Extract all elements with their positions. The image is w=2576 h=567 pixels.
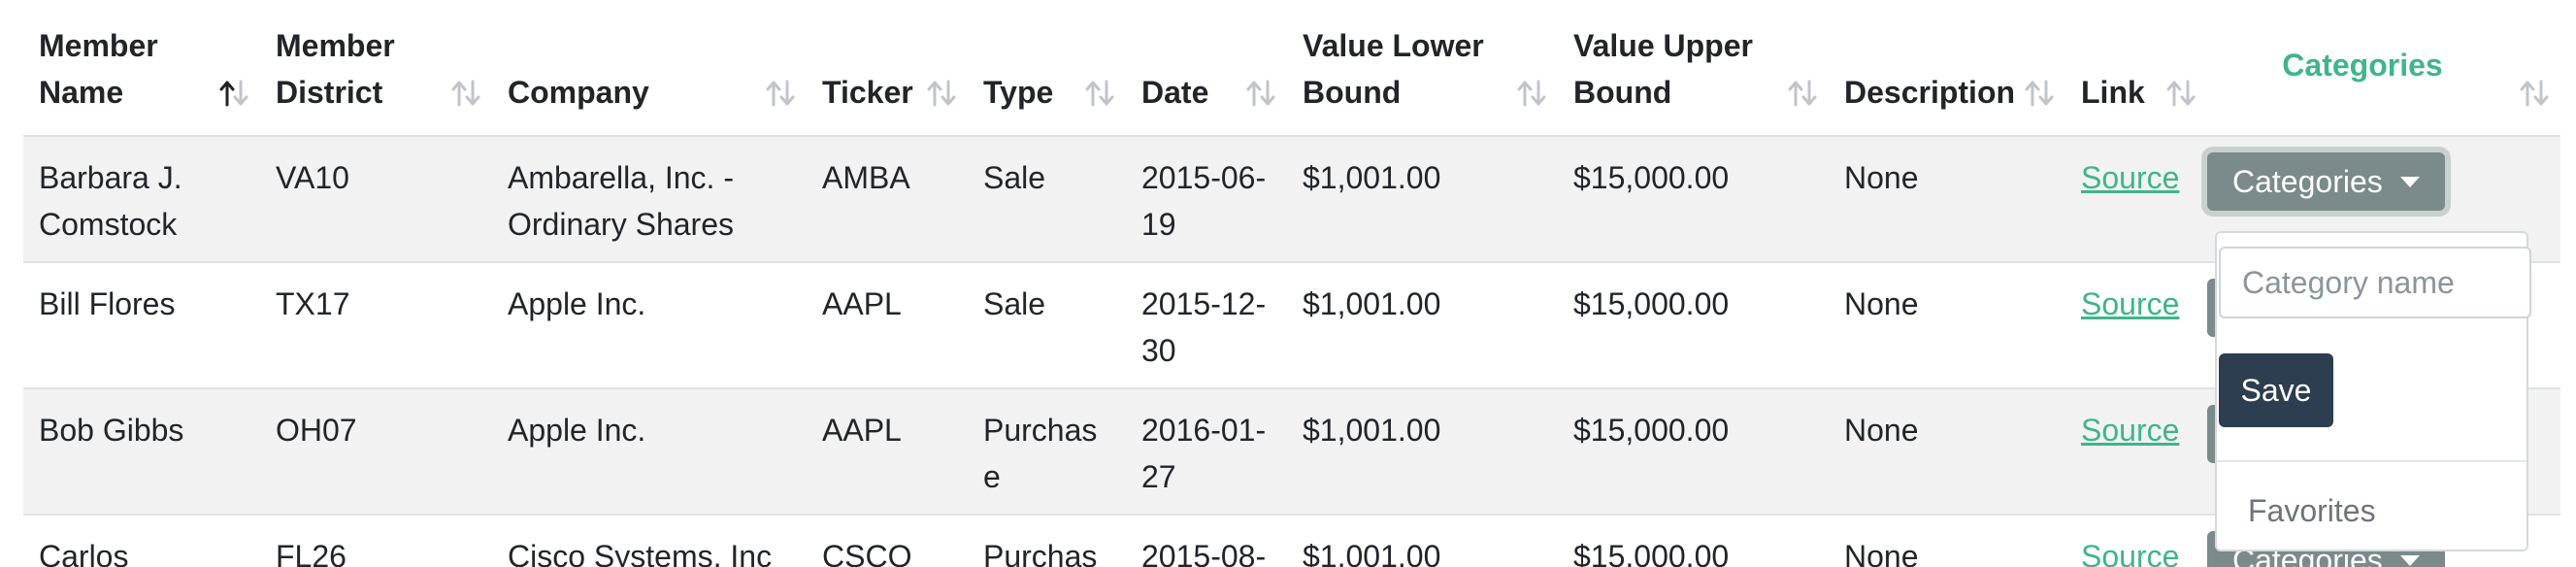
column-header-categories[interactable]: Categories: [2207, 0, 2560, 137]
save-category-button[interactable]: Save: [2219, 353, 2333, 427]
column-header-member-district[interactable]: Member District: [260, 0, 492, 137]
cell-ticker: CSCO: [807, 514, 968, 567]
sort-icon[interactable]: [449, 77, 482, 110]
column-header-label: Description: [1844, 75, 2016, 110]
cell-company: Apple Inc.: [492, 261, 807, 388]
cell-district: FL26: [260, 514, 492, 567]
column-header-label: Value Lower Bound: [1303, 28, 1484, 110]
cell-member-name: Barbara J. Comstock: [23, 135, 260, 262]
cell-upper-bound: $15,000.00: [1558, 514, 1829, 567]
cell-upper-bound: $15,000.00: [1558, 261, 1829, 388]
column-header-date[interactable]: Date: [1126, 0, 1287, 137]
caret-down-icon: [2399, 554, 2420, 566]
cell-link: Source: [2065, 514, 2207, 567]
cell-district: TX17: [260, 261, 492, 388]
sort-icon[interactable]: [1083, 77, 1116, 110]
categories-button-label: Categories: [2232, 164, 2383, 199]
table-row: Carlos Curbelo FL26 Cisco Systems, Inc C…: [23, 514, 2560, 567]
column-header-label: Link: [2081, 75, 2145, 110]
cell-ticker: AAPL: [807, 261, 968, 388]
caret-down-icon: [2399, 176, 2420, 187]
source-link[interactable]: Source: [2081, 413, 2180, 448]
category-name-input[interactable]: [2219, 247, 2531, 318]
column-header-label: Member Name: [39, 28, 158, 110]
cell-lower-bound: $1,001.00: [1287, 387, 1558, 515]
sort-icon[interactable]: [2164, 77, 2197, 110]
sort-icon[interactable]: [2518, 77, 2551, 110]
column-header-link[interactable]: Link: [2065, 0, 2207, 137]
column-header-label: Date: [1141, 75, 1209, 110]
column-header-type[interactable]: Type: [968, 0, 1126, 137]
sort-icon[interactable]: [1515, 77, 1548, 110]
column-header-description[interactable]: Description: [1829, 0, 2065, 137]
cell-ticker: AMBA: [807, 135, 968, 262]
cell-description: None: [1829, 261, 2065, 388]
cell-lower-bound: $1,001.00: [1287, 135, 1558, 262]
cell-type: Purchase: [968, 514, 1126, 567]
cell-lower-bound: $1,001.00: [1287, 261, 1558, 388]
cell-type: Purchase: [968, 387, 1126, 515]
table-row: Bob Gibbs OH07 Apple Inc. AAPL Purchase …: [23, 387, 2560, 515]
source-link[interactable]: Source: [2081, 539, 2180, 567]
cell-district: VA10: [260, 135, 492, 262]
column-header-label: Type: [983, 75, 1054, 110]
cell-date: 2015-12-30: [1126, 261, 1287, 388]
cell-upper-bound: $15,000.00: [1558, 387, 1829, 515]
cell-ticker: AAPL: [807, 387, 968, 515]
cell-description: None: [1829, 135, 2065, 262]
cell-date: 2016-01-27: [1126, 387, 1287, 515]
sort-icon[interactable]: [925, 77, 958, 110]
cell-description: None: [1829, 387, 2065, 515]
trades-table: Member Name Member District Com: [23, 0, 2560, 567]
sort-icon[interactable]: [1244, 77, 1277, 110]
column-header-label: Company: [508, 75, 649, 110]
cell-link: Source: [2065, 135, 2207, 262]
cell-description: None: [1829, 514, 2065, 567]
sort-icon[interactable]: [764, 77, 797, 110]
cell-upper-bound: $15,000.00: [1558, 135, 1829, 262]
cell-company: Cisco Systems, Inc: [492, 514, 807, 567]
cell-link: Source: [2065, 261, 2207, 388]
cell-member-name: Bill Flores: [23, 261, 260, 388]
column-header-ticker[interactable]: Ticker: [807, 0, 968, 137]
source-link[interactable]: Source: [2081, 160, 2180, 195]
cell-type: Sale: [968, 135, 1126, 262]
cell-company: Apple Inc.: [492, 387, 807, 515]
sort-icon[interactable]: [2023, 77, 2056, 110]
header-row: Member Name Member District Com: [23, 0, 2560, 137]
categories-dropdown-menu: Save Favorites: [2215, 231, 2531, 551]
column-header-label: Member District: [276, 28, 395, 110]
column-header-label: Categories: [2282, 48, 2443, 83]
cell-member-name: Carlos Curbelo: [23, 514, 260, 567]
sort-ascending-icon[interactable]: [217, 77, 250, 110]
cell-lower-bound: $1,001.00: [1287, 514, 1558, 567]
cell-district: OH07: [260, 387, 492, 515]
sort-icon[interactable]: [1786, 77, 1819, 110]
cell-type: Sale: [968, 261, 1126, 388]
cell-member-name: Bob Gibbs: [23, 387, 260, 515]
categories-dropdown-button[interactable]: Categories: [2207, 152, 2445, 211]
table-row: Barbara J. Comstock VA10 Ambarella, Inc.…: [23, 135, 2560, 262]
table-row: Bill Flores TX17 Apple Inc. AAPL Sale 20…: [23, 261, 2560, 388]
cell-company: Ambarella, Inc. - Ordinary Shares: [492, 135, 807, 262]
cell-date: 2015-06-19: [1126, 135, 1287, 262]
column-header-value-lower-bound[interactable]: Value Lower Bound: [1287, 0, 1558, 137]
column-header-member-name[interactable]: Member Name: [23, 0, 260, 137]
dropdown-divider: [2217, 460, 2526, 462]
column-header-label: Ticker: [822, 75, 913, 110]
cell-link: Source: [2065, 387, 2207, 515]
cell-date: 2015-08-: [1126, 514, 1287, 567]
column-header-company[interactable]: Company: [492, 0, 807, 137]
category-item-favorites[interactable]: Favorites: [2248, 493, 2376, 528]
column-header-label: Value Upper Bound: [1573, 28, 1753, 110]
column-header-value-upper-bound[interactable]: Value Upper Bound: [1558, 0, 1829, 137]
source-link[interactable]: Source: [2081, 286, 2180, 321]
